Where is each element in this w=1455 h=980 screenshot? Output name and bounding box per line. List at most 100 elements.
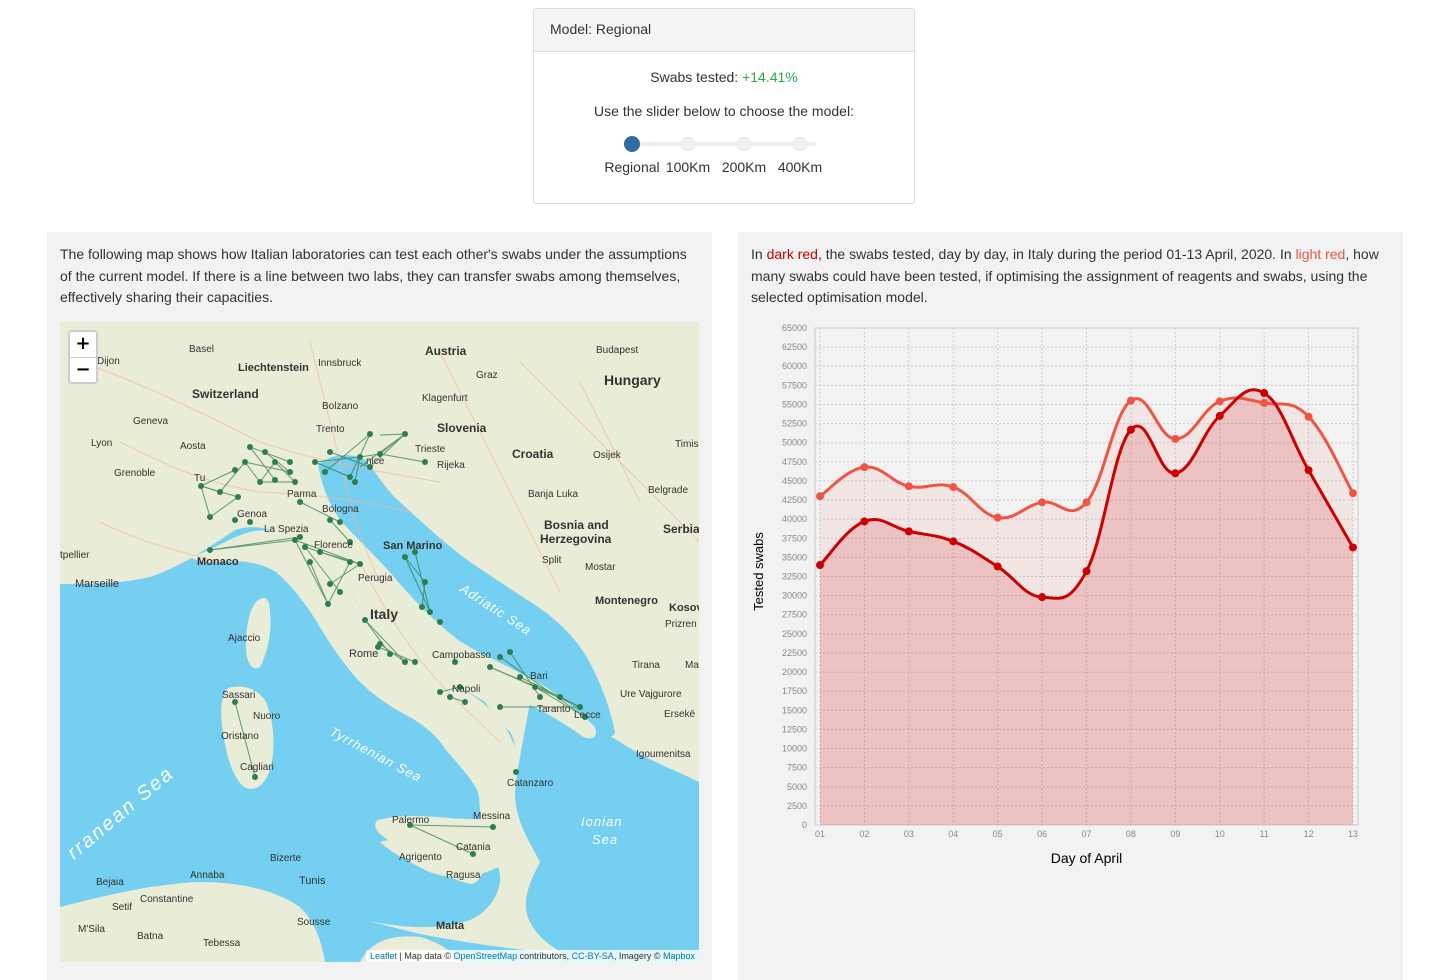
- y-tick-label: 12500: [782, 724, 807, 734]
- data-point: [904, 527, 913, 536]
- data-point: [1349, 489, 1357, 498]
- y-tick-label: 2500: [787, 801, 807, 811]
- series-area-1: [820, 397, 1353, 825]
- map-label-serbia: Serbia: [663, 522, 699, 536]
- chart-description: In dark red, the swabs tested, day by da…: [751, 244, 1396, 309]
- map-label-sousse: Sousse: [297, 917, 331, 928]
- x-tick-label: 12: [1304, 829, 1314, 839]
- swabs-tested-value: +14.41%: [742, 69, 798, 85]
- slider-handle[interactable]: [624, 136, 640, 152]
- slider-hint: Use the slider below to choose the model…: [594, 103, 854, 119]
- data-point: [1082, 567, 1091, 576]
- map-label-taranto: Taranto: [537, 704, 571, 715]
- map-label-messina: Messina: [473, 811, 511, 822]
- y-tick-label: 5000: [787, 782, 807, 792]
- swabs-tested-label: Swabs tested:: [650, 69, 743, 85]
- data-point: [1215, 397, 1224, 406]
- y-tick-label: 40000: [782, 514, 807, 524]
- map-label-ionian-1: Ionian: [581, 814, 623, 829]
- y-tick-label: 45000: [782, 476, 807, 486]
- y-tick-label: 10000: [782, 744, 807, 754]
- desc-dark-red: dark red: [766, 246, 818, 262]
- map-label-innsbruck: Innsbruck: [318, 358, 362, 369]
- map-label-hungary: Hungary: [604, 372, 661, 388]
- slider-label-200km[interactable]: 200Km: [721, 159, 767, 175]
- map-attribution: Leaflet | Map data © OpenStreetMap contr…: [366, 950, 699, 962]
- map-label-liechtenstein: Liechtenstein: [238, 362, 309, 374]
- y-tick-label: 57500: [782, 380, 807, 390]
- openstreetmap-link[interactable]: OpenStreetMap: [453, 951, 518, 961]
- map-label-catania: Catania: [456, 842, 491, 853]
- slider-stop-200km[interactable]: [737, 137, 751, 151]
- y-tick-label: 20000: [782, 667, 807, 677]
- lab-map[interactable]: Austria Hungary Switzerland Liechtenstei…: [60, 322, 699, 962]
- model-slider[interactable]: [604, 135, 844, 155]
- data-point: [1260, 398, 1269, 407]
- map-label-turin: Tu: [194, 473, 206, 484]
- map-label-aosta: Aosta: [180, 441, 206, 452]
- map-label-bosnia-1: Bosnia and: [544, 518, 609, 532]
- leaflet-link[interactable]: Leaflet: [370, 951, 398, 961]
- model-card-header: Model: Regional: [534, 9, 914, 52]
- data-point: [1126, 396, 1135, 405]
- map-label-budapest: Budapest: [596, 345, 639, 356]
- data-point: [1304, 412, 1313, 421]
- model-card-body: Swabs tested: +14.41% Use the slider bel…: [534, 69, 914, 175]
- map-label-italy: Italy: [370, 606, 399, 622]
- map-label-montenegro: Montenegro: [595, 595, 658, 607]
- map-label-vajgurore: Ure Vajgurore: [620, 689, 682, 700]
- map-label-austria: Austria: [425, 344, 467, 358]
- x-tick-label: 11: [1259, 829, 1268, 839]
- slider-stop-400km[interactable]: [793, 137, 807, 151]
- y-tick-label: 65000: [782, 323, 807, 333]
- y-tick-label: 60000: [782, 361, 807, 371]
- y-tick-label: 7500: [787, 763, 807, 773]
- y-tick-label: 37500: [782, 533, 807, 543]
- zoom-in-button[interactable]: +: [70, 332, 96, 358]
- map-label-montpellier: tpellier: [60, 550, 90, 561]
- map-label-slovenia: Slovenia: [437, 421, 487, 435]
- map-label-constantine: Constantine: [140, 894, 194, 905]
- map-label-kosovo: Kosov: [669, 602, 699, 614]
- slider-track[interactable]: [632, 142, 816, 146]
- map-label-ma: Ma: [685, 660, 699, 671]
- mapbox-link[interactable]: Mapbox: [662, 951, 695, 961]
- cc-by-sa-link[interactable]: CC-BY-SA: [571, 951, 614, 961]
- data-point: [949, 483, 958, 492]
- swabs-chart: 0 2500 5000 7500 10000 12500 15000 17500 20000 22…: [751, 323, 1359, 866]
- x-tick-label: 13: [1348, 829, 1358, 839]
- data-point: [1260, 388, 1269, 397]
- map-label-lyon: Lyon: [91, 438, 113, 449]
- slider-label-400km[interactable]: 400Km: [777, 159, 823, 175]
- data-point: [860, 463, 869, 472]
- x-tick-label: 05: [993, 829, 1003, 839]
- slider-label-regional[interactable]: Regional: [604, 159, 660, 175]
- slider-label-100km[interactable]: 100Km: [665, 159, 711, 175]
- data-point: [1171, 434, 1180, 443]
- map-label-switzerland: Switzerland: [192, 387, 259, 401]
- map-label-trento: Trento: [316, 424, 345, 435]
- y-tick-label: 30000: [782, 591, 807, 601]
- slider-labels: Regional 100Km 200Km 400Km: [604, 155, 844, 175]
- map-label-bizerte: Bizerte: [270, 853, 302, 864]
- map-label-perugia: Perugia: [358, 573, 393, 584]
- map-label-geneva: Geneva: [133, 416, 169, 427]
- map-label-marseille: Marseille: [75, 578, 120, 590]
- y-tick-label: 32500: [782, 572, 807, 582]
- attribution-text-2: contributors,: [517, 951, 572, 961]
- map-label-igoumenitsa: Igoumenitsa: [636, 749, 691, 760]
- map-label-trieste: Trieste: [415, 444, 446, 455]
- desc-suffix: , how many swabs could have been tested,…: [751, 246, 1379, 305]
- map-label-sassari: Sassari: [222, 690, 256, 701]
- map-label-rijeka: Rijeka: [437, 460, 465, 471]
- zoom-out-button[interactable]: −: [75, 359, 91, 380]
- y-tick-label: 17500: [782, 686, 807, 696]
- map-label-msila: M'Sila: [78, 924, 105, 935]
- attribution-text-3: , Imagery ©: [613, 951, 663, 961]
- map-label-monaco: Monaco: [197, 556, 239, 568]
- slider-stop-100km[interactable]: [681, 137, 695, 151]
- data-point: [1126, 425, 1135, 434]
- y-tick-label: 27500: [782, 610, 807, 620]
- map-label-parma: Parma: [287, 489, 317, 500]
- map-label-campobasso: Campobasso: [432, 650, 491, 661]
